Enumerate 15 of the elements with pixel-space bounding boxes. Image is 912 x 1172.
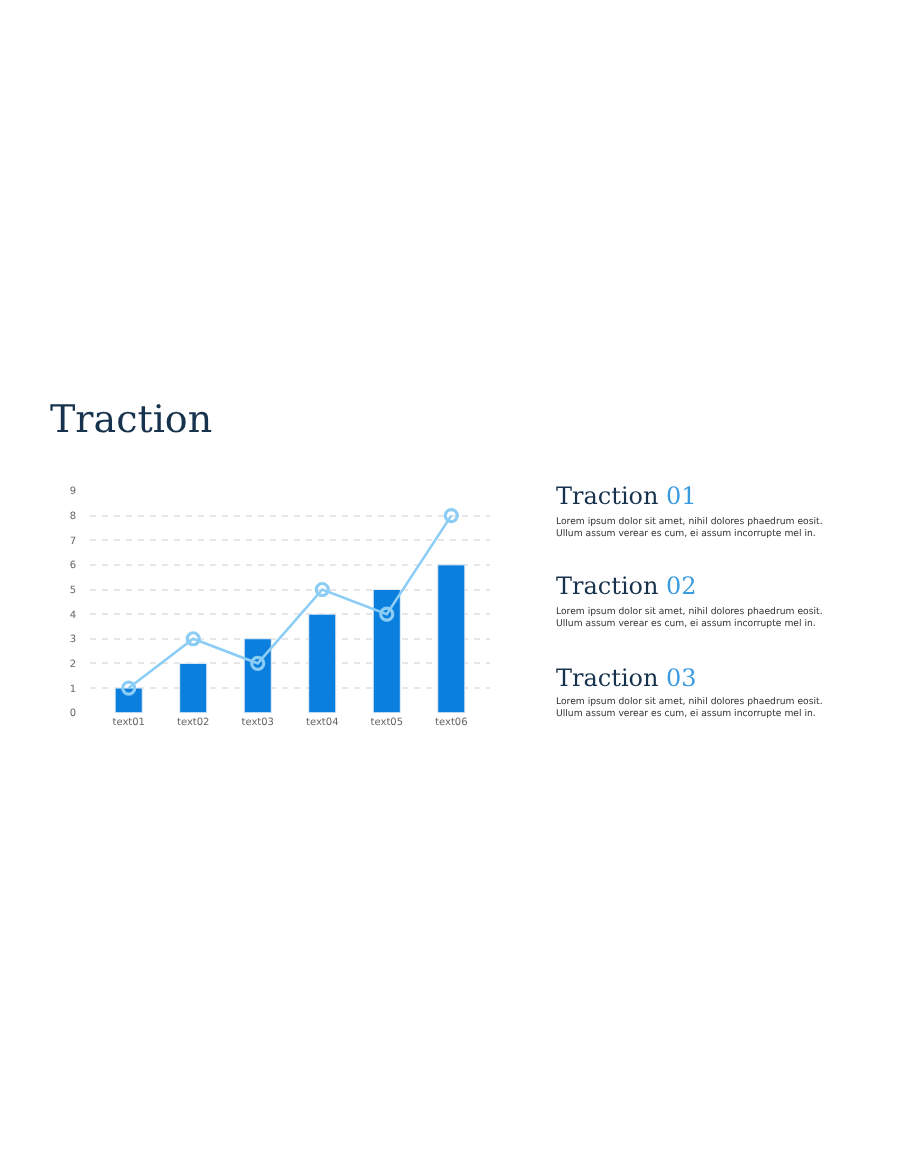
point [314, 581, 330, 598]
text: Traction 02 [556, 572, 697, 600]
bar [179, 662, 208, 713]
bar [372, 589, 401, 713]
text: Traction 03 [556, 664, 697, 692]
chart-title: Traction [50, 398, 213, 442]
bar [437, 564, 466, 713]
point [121, 680, 137, 696]
point [443, 508, 459, 524]
bar [243, 638, 272, 713]
bar [308, 613, 337, 713]
point [379, 606, 395, 622]
point [250, 655, 266, 671]
text: Traction 01 [556, 482, 697, 510]
point [185, 631, 201, 647]
